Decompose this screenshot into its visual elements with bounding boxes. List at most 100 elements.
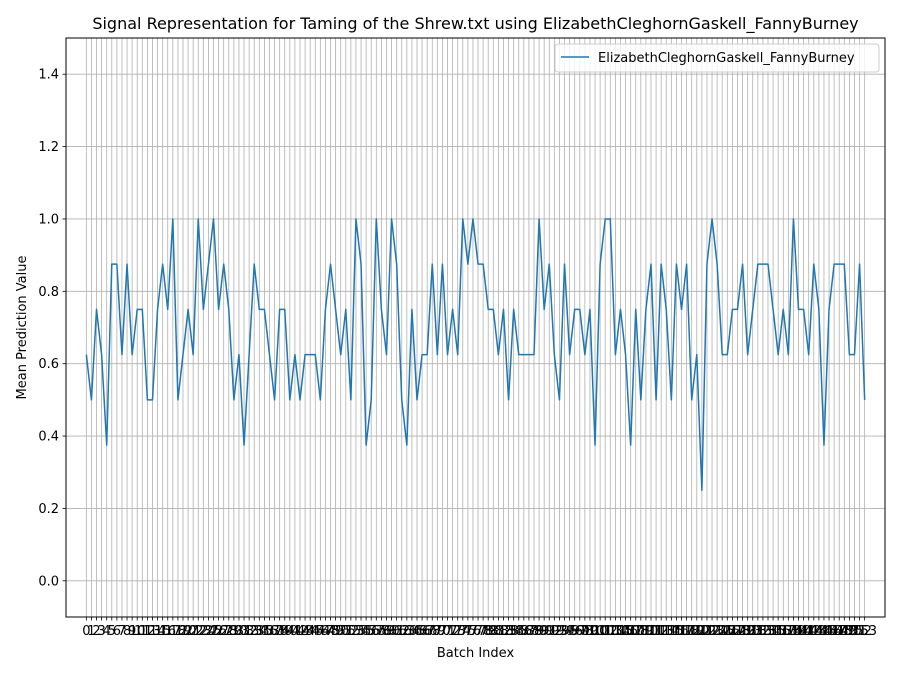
- x-tick-label: 40: [282, 624, 299, 639]
- x-tick-label: 99: [582, 624, 599, 639]
- x-tick-label: 50: [332, 624, 349, 639]
- x-tick-label: 6: [113, 624, 121, 639]
- x-tick-label: 132: [745, 624, 770, 639]
- x-tick-label: 104: [603, 624, 628, 639]
- x-tick-label: 14: [149, 624, 166, 639]
- x-tick-label: 128: [725, 624, 750, 639]
- x-tick-label: 58: [373, 624, 390, 639]
- x-tick-label: 78: [475, 624, 492, 639]
- x-tick-label: 75: [460, 624, 477, 639]
- x-tick-label: 126: [715, 624, 740, 639]
- x-tick-label: 85: [510, 624, 527, 639]
- x-tick-label: 96: [566, 624, 583, 639]
- x-tick-label: 122: [695, 624, 720, 639]
- x-tick-label: 119: [679, 624, 704, 639]
- x-tick-label: 111: [639, 624, 664, 639]
- x-tick-label: 47: [317, 624, 334, 639]
- y-tick-label: 0.6: [38, 357, 59, 372]
- x-tick-label: 13: [144, 624, 161, 639]
- x-tick-label: 9: [128, 624, 136, 639]
- x-tick-label: 12: [139, 624, 156, 639]
- x-tick-label: 65: [409, 624, 426, 639]
- x-tick-label: 107: [618, 624, 643, 639]
- x-tick-label: 148: [827, 624, 852, 639]
- x-tick-label: 112: [644, 624, 669, 639]
- x-tick-label: 51: [338, 624, 355, 639]
- x-tick-label: 117: [669, 624, 694, 639]
- x-tick-label: 15: [154, 624, 171, 639]
- series-line: [85, 218, 866, 492]
- x-tick-label: 7: [118, 624, 126, 639]
- plot-frame: [65, 37, 886, 618]
- y-tick-label: 0.8: [38, 285, 59, 300]
- x-tick-label: 48: [322, 624, 339, 639]
- x-tick-label: 69: [429, 624, 446, 639]
- x-tick-label: 118: [674, 624, 699, 639]
- x-tick-label: 143: [801, 624, 826, 639]
- x-tick-label: 34: [251, 624, 268, 639]
- x-tick-label: 131: [740, 624, 765, 639]
- x-tick-label: 115: [659, 624, 684, 639]
- y-tick-label: 1.2: [38, 140, 59, 155]
- x-tick-label: 67: [419, 624, 436, 639]
- x-tick-label: 49: [327, 624, 344, 639]
- x-tick-label: 52: [343, 624, 360, 639]
- x-tick-label: 8: [123, 624, 131, 639]
- x-tick-label: 73: [449, 624, 466, 639]
- x-tick-label: 120: [684, 624, 709, 639]
- x-tick-label: 61: [388, 624, 405, 639]
- x-tick-label: 71: [439, 624, 456, 639]
- x-tick-label: 2: [92, 624, 100, 639]
- x-tick-label: 127: [720, 624, 745, 639]
- x-tick-label: 59: [378, 624, 395, 639]
- x-tick-label: 37: [266, 624, 283, 639]
- x-tick-label: 108: [623, 624, 648, 639]
- x-tick-label: 97: [572, 624, 589, 639]
- x-tick-label: 3: [97, 624, 105, 639]
- x-tick-label: 43: [297, 624, 314, 639]
- x-tick-label: 1: [87, 624, 95, 639]
- x-tick-label: 133: [750, 624, 775, 639]
- x-tick-label: 70: [434, 624, 451, 639]
- x-tick-label: 129: [730, 624, 755, 639]
- legend-entry: ElizabethCleghornGaskell_FannyBurney: [598, 51, 855, 66]
- x-tick-label: 88: [526, 624, 543, 639]
- x-tick-label: 46: [312, 624, 329, 639]
- x-tick-label: 116: [664, 624, 689, 639]
- chart-title: Signal Representation for Taming of the …: [92, 14, 858, 34]
- y-tick-label: 0.2: [38, 502, 59, 517]
- x-tick-label: 16: [159, 624, 176, 639]
- x-tick-label: 31: [236, 624, 253, 639]
- y-tick-label: 0.4: [38, 430, 59, 445]
- x-tick-label: 23: [195, 624, 212, 639]
- x-tick-label: 60: [383, 624, 400, 639]
- x-tick-label: 62: [393, 624, 410, 639]
- legend-box: [554, 43, 880, 73]
- x-tick-label: 139: [781, 624, 806, 639]
- x-tick-label: 150: [837, 624, 862, 639]
- x-tick-label: 45: [307, 624, 324, 639]
- x-tick-label: 22: [190, 624, 207, 639]
- x-tick-label: 4: [103, 624, 111, 639]
- y-axis-label: Mean Prediction Value: [15, 256, 30, 400]
- x-tick-label: 74: [455, 624, 472, 639]
- x-tick-label: 141: [791, 624, 816, 639]
- x-tick-label: 41: [287, 624, 304, 639]
- x-tick-label: 105: [608, 624, 633, 639]
- legend: ElizabethCleghornGaskell_FannyBurney: [554, 43, 880, 73]
- x-tick-label: 80: [485, 624, 502, 639]
- x-tick-label: 26: [210, 624, 227, 639]
- x-tick-label: 66: [414, 624, 431, 639]
- x-tick-label: 24: [200, 624, 217, 639]
- x-tick-label: 82: [495, 624, 512, 639]
- x-tick-label: 10: [129, 624, 146, 639]
- x-tick-label: 121: [689, 624, 714, 639]
- x-axis-ticks: 0123456789101112131415161718192021222324…: [82, 617, 877, 639]
- x-tick-label: 42: [292, 624, 309, 639]
- x-tick-label: 124: [705, 624, 730, 639]
- x-tick-label: 19: [175, 624, 192, 639]
- x-tick-label: 153: [852, 624, 877, 639]
- x-tick-label: 81: [490, 624, 507, 639]
- x-tick-label: 136: [766, 624, 791, 639]
